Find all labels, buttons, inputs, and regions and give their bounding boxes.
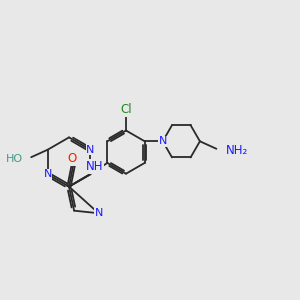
Text: N: N — [94, 208, 103, 218]
Text: NH₂: NH₂ — [225, 144, 248, 157]
Text: N: N — [158, 136, 167, 146]
Text: HO: HO — [6, 154, 23, 164]
Text: O: O — [68, 152, 76, 165]
Text: N: N — [44, 169, 52, 179]
Text: Cl: Cl — [120, 103, 132, 116]
Text: N: N — [86, 145, 94, 155]
Text: NH: NH — [86, 160, 103, 173]
